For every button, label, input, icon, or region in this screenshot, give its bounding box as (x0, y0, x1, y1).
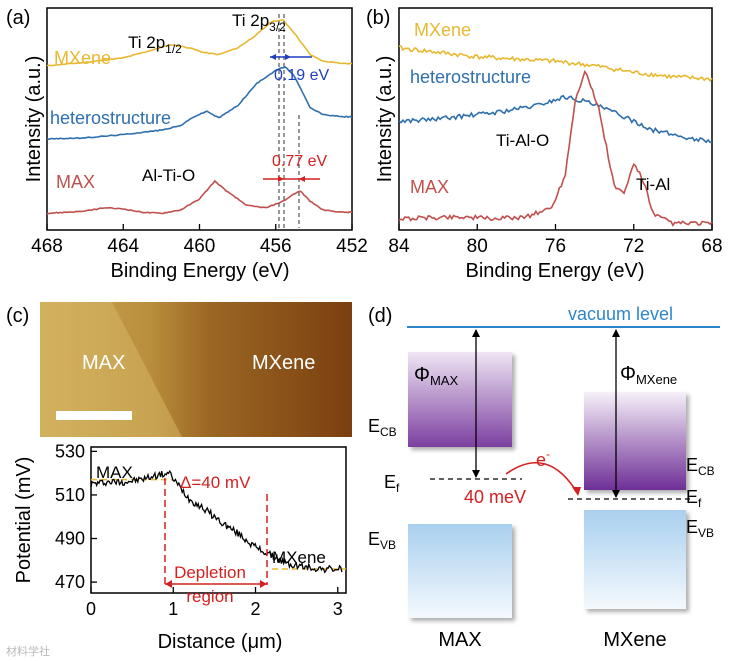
annot-ti-al-o: Ti-Al-O (496, 131, 549, 150)
x-tick-label: 76 (545, 236, 566, 257)
label-max-a: MAX (56, 172, 95, 192)
panel-label-a: (a) (6, 7, 30, 29)
label-mxene-d: MXene (603, 629, 666, 651)
x-ticks-b: 84 80 76 72 68 (388, 224, 723, 257)
y-axis-label-c: Potential (mV) (13, 457, 35, 584)
x-tick-label: 72 (623, 236, 644, 257)
depletion-arrowhead-left (165, 580, 172, 588)
x-tick-label: 452 (336, 236, 368, 257)
label-phi-mxene: ΦMXene (620, 363, 677, 387)
image-label-mxene: MXene (252, 352, 315, 374)
vb-box-mxene (584, 510, 686, 609)
panel-label-b: (b) (366, 7, 390, 29)
shift-arrowhead-blue-left (270, 54, 276, 60)
label-ecb-mxene: ECB (686, 455, 715, 478)
label-phi-max: ΦMAX (414, 364, 458, 388)
x-tick-label: 460 (184, 236, 216, 257)
potential-profile (90, 469, 346, 574)
x-tick-label: 2 (251, 599, 261, 619)
annot-ti2p32: Ti 2p3/2 (232, 11, 286, 34)
label-max-d: MAX (438, 629, 481, 651)
watermark: 材料学社 (6, 644, 50, 658)
panel-label-c: (c) (6, 305, 29, 327)
depletion-arrowhead-right (260, 580, 267, 588)
axes-frame-c (90, 446, 347, 594)
label-ef-mxene: Ef (686, 487, 702, 510)
cb-box-mxene (584, 392, 686, 490)
series-max-line (398, 69, 713, 227)
annot-al-ti-o: Al-Ti-O (142, 166, 195, 185)
series-heterostructure-line (46, 66, 353, 141)
label-hetero-b: heterostructure (410, 67, 531, 87)
y-tick-label: 530 (55, 441, 85, 461)
spectra-a (46, 19, 353, 215)
label-max-b: MAX (410, 177, 449, 197)
y-axis-label-a: Intensity (a.u.) (23, 56, 45, 183)
label-hetero-a: heterostructure (50, 108, 171, 128)
label-evb-max: EVB (368, 529, 396, 552)
electron-transfer-arrow (505, 462, 579, 495)
panel-a: (a) 468 464 460 456 452 Binding Energy (eV) … (6, 7, 368, 282)
scale-bar (56, 411, 132, 420)
x-tick-label: 464 (107, 236, 139, 257)
annot-shift-red: 0.77 eV (272, 153, 327, 170)
series-mxene-line (46, 19, 353, 67)
annot-ti2p12: Ti 2p1/2 (128, 33, 182, 56)
wf-arrowhead-max-top (472, 329, 480, 337)
x-tick-label: 84 (388, 236, 410, 257)
kpfm-max-region (40, 302, 182, 437)
x-tick-label: 0 (86, 599, 96, 619)
label-ecb-max: ECB (368, 416, 397, 439)
x-tick-label: 80 (467, 236, 488, 257)
potential-line (90, 469, 343, 574)
annot-shift-blue: 0.19 eV (274, 67, 329, 84)
image-label-max: MAX (82, 352, 125, 374)
annot-delta: Δ=40 mV (180, 473, 251, 492)
spectra-b (398, 45, 713, 227)
series-mxene-line (398, 45, 713, 82)
x-tick-label: 468 (31, 236, 63, 257)
label-evb-mxene: EVB (686, 517, 714, 540)
shift-arrowhead-blue-right (285, 54, 291, 60)
label-delta-energy: 40 meV (464, 487, 526, 507)
panel-d: (d) vacuum level ΦMAX ΦMXene ECB Ef EVB … (368, 304, 720, 651)
shift-arrowhead-red-left (278, 176, 284, 182)
y-axis-label-b: Intensity (a.u.) (374, 56, 396, 183)
shift-arrowhead-red-right (299, 176, 305, 182)
wf-arrowhead-mxene-bottom (612, 490, 620, 498)
y-tick-label: 470 (55, 572, 85, 592)
cb-box-max (408, 352, 512, 447)
y-tick-label: 490 (55, 529, 85, 549)
panel-label-d: (d) (368, 305, 392, 327)
x-axis-label-a: Binding Energy (eV) (111, 260, 290, 282)
x-tick-label: 3 (333, 599, 343, 619)
electron-arrowhead (572, 487, 581, 496)
annot-mxene-c: MXene (272, 548, 326, 567)
series-heterostructure-line (398, 94, 713, 144)
x-tick-label: 456 (260, 236, 292, 257)
label-electron: e- (536, 447, 550, 470)
x-tick-label: 68 (701, 236, 722, 257)
annot-region: region (186, 587, 233, 606)
annot-max-c: MAX (96, 463, 133, 482)
wf-arrowhead-max-bottom (472, 470, 480, 478)
x-ticks-a: 468 464 460 456 452 (31, 224, 368, 257)
series-max-line (46, 179, 353, 215)
wf-arrowhead-mxene-top (612, 329, 620, 337)
x-axis-label-b: Binding Energy (eV) (466, 260, 645, 282)
annot-depletion: Depletion (174, 563, 246, 582)
label-mxene-a: MXene (54, 48, 111, 68)
panel-b: (b) 84 80 76 72 68 Binding Energy (eV) Inten… (366, 7, 723, 282)
ticks-c: 0 1 2 3 470 490 510 530 (55, 441, 343, 619)
vb-box-max (408, 524, 512, 618)
x-axis-label-c: Distance (μm) (158, 631, 283, 653)
vacuum-level-label: vacuum level (568, 304, 673, 324)
panel-c: (c) MAX MXene 0 1 2 3 470 490 510 530 Distance … (6, 302, 352, 653)
label-mxene-b: MXene (414, 20, 471, 40)
x-tick-label: 1 (168, 599, 178, 619)
annot-ti-al: Ti-Al (636, 175, 670, 194)
label-ef-max: Ef (384, 472, 400, 495)
y-tick-label: 510 (55, 485, 85, 505)
